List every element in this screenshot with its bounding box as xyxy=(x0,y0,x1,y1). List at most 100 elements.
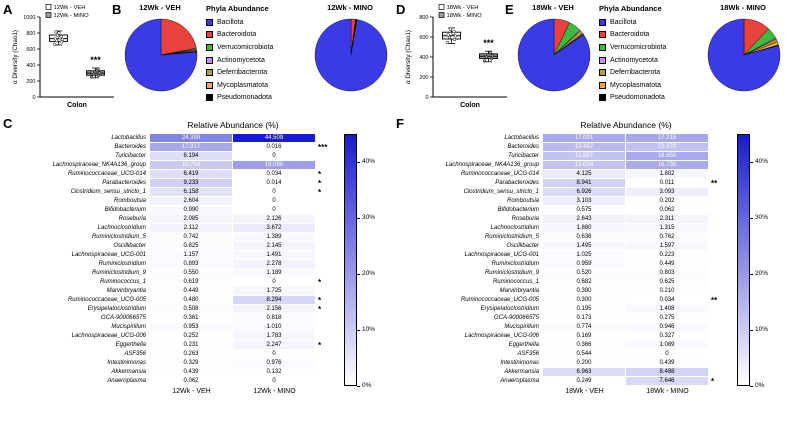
heatmap-row-label: Oscillibacter xyxy=(113,243,146,249)
legend-label: Mycoplasmatota xyxy=(217,81,268,89)
pie-slice-bacillota xyxy=(517,18,591,92)
heatmap-row-label: Anaeroplasma xyxy=(500,378,539,384)
heatmap-cell: 6.926 xyxy=(543,188,626,197)
colorbar-tick xyxy=(750,273,753,275)
data-point xyxy=(452,29,456,34)
heatmap-significance xyxy=(316,359,332,368)
heatmap-cell: 1.389 xyxy=(233,233,316,242)
heatmap-cell: 2.126 xyxy=(233,215,316,224)
heatmap-significance xyxy=(709,287,725,296)
heatmap-significance xyxy=(316,287,332,296)
heatmap-cell: 8.488 xyxy=(626,368,709,377)
heatmap-cell: 1.597 xyxy=(626,242,709,251)
colorbar-tick-label: 30% xyxy=(755,214,769,221)
pie-chart xyxy=(707,18,781,92)
heatmap-significance xyxy=(709,305,725,314)
heatmap-cell: 12.270 xyxy=(626,143,709,152)
heatmap-row-label: Roseburia xyxy=(511,216,539,222)
phyla-legend: Phyla Abundance Bacillota Bacteroidota Verr… xyxy=(599,4,701,104)
data-point xyxy=(90,70,94,74)
heatmap-cell: 1.010 xyxy=(233,323,316,332)
pie-title: 18Wk - VEH xyxy=(532,3,574,12)
spacer xyxy=(316,386,332,395)
legend-swatch xyxy=(206,18,213,26)
heatmap-cell: 0.263 xyxy=(150,350,233,359)
heatmap-cell: 0.016 xyxy=(233,143,316,152)
heatmap-significance: * xyxy=(318,305,322,314)
heatmap-cell: 12.024 xyxy=(543,161,626,170)
heatmap-cell: 0.200 xyxy=(543,359,626,368)
heatmap-row-label: Ruminococcaceae_UCG-005 xyxy=(67,297,146,303)
heatmap-cell: 13.487 xyxy=(543,143,626,152)
heatmap-significance xyxy=(709,233,725,242)
heatmap-significance xyxy=(316,197,332,206)
heatmap-cell: 0.480 xyxy=(150,296,233,305)
legend-item: Deferribacterota xyxy=(206,66,308,79)
pie-chart xyxy=(517,18,591,92)
heatmap-title: Relative Abundance (%) xyxy=(580,120,672,130)
heatmap-row-label: Lachnospiraceae_UCG-001 xyxy=(464,252,539,258)
heatmap-row-label: Bacteroides xyxy=(114,144,146,150)
legend-swatch xyxy=(45,4,52,10)
heatmap-significance: * xyxy=(318,179,322,188)
panel-c-heatmap: Relative Abundance (%) Lactobacillus 24.39… xyxy=(6,120,392,420)
y-axis-title: α Diversity (Chao1) xyxy=(12,30,19,84)
heatmap-row-label: Clostridium_sensu_stricto_1 xyxy=(70,189,146,195)
heatmap-cell: 2.247 xyxy=(233,341,316,350)
colorbar-tick xyxy=(357,385,360,387)
legend-item: Deferribacterota xyxy=(599,66,701,79)
data-point xyxy=(96,67,100,71)
heatmap-cell: 0 xyxy=(233,152,316,161)
legend-item: Bacteroidota xyxy=(599,29,701,42)
legend-swatch xyxy=(599,56,606,64)
heatmap-cell: 0.249 xyxy=(543,377,626,386)
heatmap-cell: 1.725 xyxy=(233,287,316,296)
colorbar-tick xyxy=(357,217,360,219)
colorbar-tick xyxy=(750,217,753,219)
panel-label-e: E xyxy=(505,2,514,17)
panel-label-a: A xyxy=(3,2,13,17)
heatmap-significance xyxy=(709,197,725,206)
y-tick-label: 200 xyxy=(26,79,35,85)
legend-swatch xyxy=(599,18,606,26)
significance-stars: *** xyxy=(90,55,101,65)
heatmap-significance xyxy=(316,134,332,143)
heatmap-significance xyxy=(709,152,725,161)
panel-b-pies: 12Wk - VEH 12Wk - MINO Phyla Abundance Baci… xyxy=(122,2,390,114)
phyla-legend: Phyla Abundance Bacillota Bacteroidota Verr… xyxy=(206,4,308,104)
heatmap-row-label: Lactobacillus xyxy=(111,135,146,141)
colorbar-tick-label: 20% xyxy=(755,270,769,277)
legend-label: Deferribacterota xyxy=(610,69,661,77)
heatmap-cell: 6.419 xyxy=(150,170,233,179)
legend-swatch xyxy=(599,94,606,102)
heatmap-cell: 0.825 xyxy=(150,242,233,251)
heatmap-significance xyxy=(316,233,332,242)
heatmap-significance xyxy=(709,161,725,170)
pie-slice-bacillota xyxy=(124,18,198,92)
heatmap-cell: 0.762 xyxy=(626,233,709,242)
colorbar-tick xyxy=(750,385,753,387)
data-point xyxy=(60,37,65,42)
heatmap-cell: 0.034 xyxy=(233,170,316,179)
heatmap-row-label: Ruminiclostridium xyxy=(98,261,146,267)
heatmap-cell: 0.062 xyxy=(150,377,233,386)
heatmap-row-label: Ruminococcaceae_UCG-014 xyxy=(460,171,539,177)
colorbar xyxy=(344,134,357,386)
y-tick-label: 0 xyxy=(425,95,428,101)
heatmap-cell: 0.893 xyxy=(150,260,233,269)
heatmap-row-label: GCA-900066575 xyxy=(100,315,146,321)
legend-swatch xyxy=(206,56,213,64)
heatmap-cell: 1.880 xyxy=(543,224,626,233)
heatmap-cell: 2.604 xyxy=(150,197,233,206)
heatmap-significance xyxy=(709,332,725,341)
data-point xyxy=(488,50,492,55)
heatmap-row-label: ASF356 xyxy=(124,351,146,357)
heatmap-cell: 2.112 xyxy=(150,224,233,233)
heatmap-significance xyxy=(316,332,332,341)
heatmap-row-label: Lachnospiraceae_UCG-006 xyxy=(464,333,539,339)
data-point xyxy=(490,54,495,58)
colorbar-tick-label: 20% xyxy=(362,270,376,277)
heatmap-cell: 0.959 xyxy=(543,260,626,269)
heatmap-cell: 0.520 xyxy=(543,269,626,278)
heatmap-significance xyxy=(709,269,725,278)
